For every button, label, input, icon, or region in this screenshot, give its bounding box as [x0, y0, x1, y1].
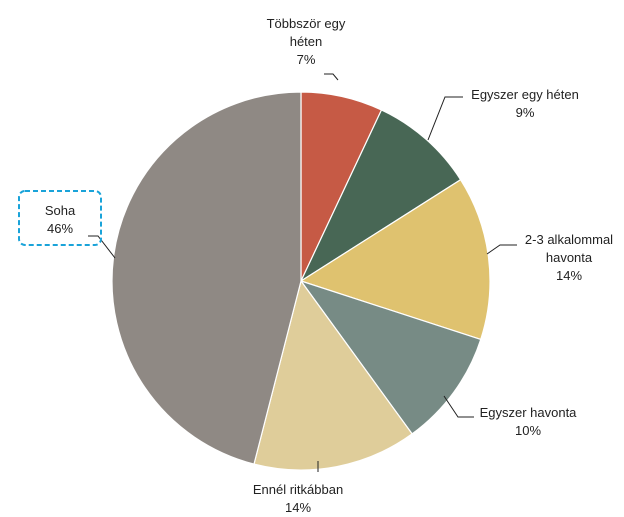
pie-slices [111, 91, 491, 471]
slice-label-3: 2-3 alkalommal havonta 14% [525, 232, 613, 283]
slice-category-label: Egyszer havonta [480, 405, 578, 420]
leader-line-6 [88, 235, 116, 259]
slice-percent-label: 14% [285, 500, 311, 515]
leader-line-1 [324, 73, 339, 81]
slice-category-label: 2-3 alkalommal [525, 232, 613, 247]
slice-label-2: Egyszer egy héten 9% [471, 87, 579, 120]
leader-line-2 [427, 96, 463, 141]
slice-percent-label: 7% [297, 52, 316, 67]
slice-label-6: Soha 46% [45, 203, 76, 236]
leader-lines [88, 73, 517, 472]
slice-category-label: havonta [546, 250, 593, 265]
slice-category-label: Egyszer egy héten [471, 87, 579, 102]
highlight-box [18, 190, 102, 246]
pie-slice-5 [253, 279, 413, 471]
slice-percent-label: 14% [556, 268, 582, 283]
slice-label-1: Többször egy héten 7% [267, 16, 346, 67]
slice-percent-label: 10% [515, 423, 541, 438]
highlight-layer [18, 190, 102, 246]
pie-slice-2 [299, 109, 462, 283]
slice-category-label: héten [290, 34, 323, 49]
slice-percent-label: 9% [516, 105, 535, 120]
leader-line-3 [486, 244, 517, 255]
pie-slice-6 [111, 91, 302, 465]
slice-category-label: Ennél ritkábban [253, 482, 343, 497]
pie-slice-4 [299, 279, 482, 435]
leader-line-4 [443, 395, 474, 418]
pie-slice-3 [299, 178, 491, 341]
slice-percent-label: 46% [47, 221, 73, 236]
slice-label-5: Ennél ritkábban 14% [253, 482, 343, 515]
slice-label-4: Egyszer havonta 10% [480, 405, 578, 438]
slice-category-label: Soha [45, 203, 76, 218]
slice-labels: Többször egy héten 7% Egyszer egy héten 9% 2-… [45, 16, 613, 515]
slice-category-label: Többször egy [267, 16, 346, 31]
